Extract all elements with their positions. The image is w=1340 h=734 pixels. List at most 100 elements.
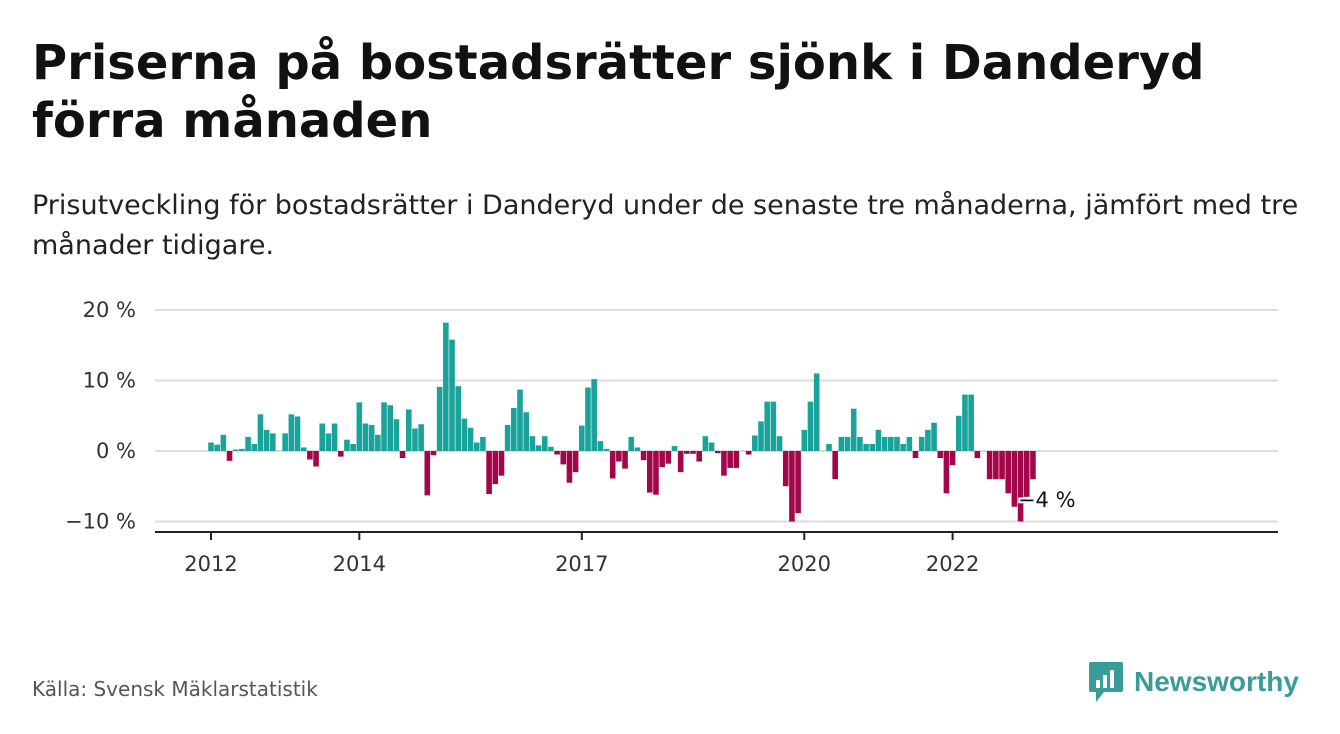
bar <box>869 443 876 451</box>
bar <box>257 414 264 451</box>
bar <box>541 436 548 451</box>
bar <box>628 436 635 451</box>
bar <box>405 409 412 451</box>
bar <box>375 434 381 451</box>
bar <box>616 451 622 462</box>
x-tick-label: 2012 <box>184 552 237 576</box>
bar <box>727 451 733 468</box>
bar <box>684 451 690 454</box>
bar <box>1011 451 1018 507</box>
bar <box>986 451 993 480</box>
bar <box>696 451 703 462</box>
bar <box>671 446 678 451</box>
bar <box>294 416 301 451</box>
x-tick-label: 2017 <box>555 552 608 576</box>
bar <box>511 408 517 451</box>
bar <box>430 451 437 456</box>
bar <box>918 436 925 451</box>
bar <box>529 436 536 451</box>
bar <box>504 424 511 451</box>
bar <box>362 423 369 451</box>
bar <box>226 451 233 461</box>
bar <box>776 436 783 451</box>
bar <box>782 451 789 487</box>
chart-title: Priserna på bostadsrätter sjönk i Dander… <box>32 35 1205 149</box>
bar <box>937 451 944 459</box>
bar <box>758 421 764 451</box>
bar <box>832 451 838 480</box>
bar <box>906 436 913 451</box>
bar <box>344 439 350 451</box>
bar <box>894 436 900 451</box>
y-tick-label: −10 % <box>65 510 136 534</box>
bar <box>609 451 616 479</box>
bar <box>270 433 276 452</box>
bar <box>263 429 270 451</box>
bar <box>554 451 560 455</box>
bar <box>1030 451 1036 480</box>
bar <box>381 402 387 451</box>
bar <box>208 442 214 451</box>
bar <box>622 451 628 469</box>
bar <box>307 451 313 460</box>
bar <box>801 429 808 451</box>
bar <box>943 451 950 494</box>
brand-name: Newsworthy <box>1134 666 1299 697</box>
bar <box>875 429 882 451</box>
bar <box>337 451 344 457</box>
bar <box>912 451 919 459</box>
bar <box>300 447 307 451</box>
bar <box>708 442 715 451</box>
bar <box>999 451 1005 480</box>
bar <box>640 451 647 461</box>
bar <box>962 394 968 451</box>
bar <box>486 451 492 494</box>
bar <box>473 442 480 451</box>
bar <box>591 379 597 451</box>
y-tick-label: 0 % <box>96 439 136 463</box>
grid-lines <box>155 309 1278 523</box>
bar <box>535 445 542 451</box>
bar <box>634 447 641 451</box>
x-tick-label: 2014 <box>333 552 386 576</box>
bar <box>795 451 801 514</box>
bar <box>863 443 869 451</box>
bar <box>572 451 579 473</box>
bar <box>721 451 727 476</box>
x-axis <box>155 531 1278 540</box>
bar <box>974 451 981 459</box>
bar <box>764 401 770 451</box>
bar <box>968 394 974 451</box>
bar <box>752 435 758 451</box>
bar <box>356 402 363 451</box>
bar <box>449 339 455 451</box>
bar <box>931 422 937 451</box>
bar <box>412 428 418 451</box>
bar <box>702 436 709 451</box>
chart-subtitle: Prisutveckling för bostadsrätter i Dande… <box>32 190 1299 261</box>
bar <box>239 448 245 451</box>
bar <box>214 444 220 451</box>
bar <box>251 443 258 451</box>
bar-chart: 20 % 10 % 0 % −10 % 2012 2014 2017 2020 2022 −4 % <box>65 298 1278 576</box>
bar <box>480 436 486 451</box>
bar <box>245 436 251 451</box>
bar <box>566 451 573 483</box>
x-tick-label: 2020 <box>778 552 831 576</box>
bar <box>714 451 721 454</box>
bar <box>925 429 931 451</box>
bar <box>770 401 777 451</box>
bar <box>888 436 894 451</box>
bar <box>665 451 672 464</box>
bar <box>659 451 665 468</box>
bar <box>745 451 752 455</box>
bar <box>1017 451 1024 522</box>
bar <box>368 424 375 451</box>
bar <box>733 451 740 468</box>
newsworthy-logo-icon <box>1089 662 1123 702</box>
bar <box>850 408 857 451</box>
bar <box>838 436 845 451</box>
bar <box>807 401 814 451</box>
bar <box>319 423 326 451</box>
bar <box>443 322 449 451</box>
